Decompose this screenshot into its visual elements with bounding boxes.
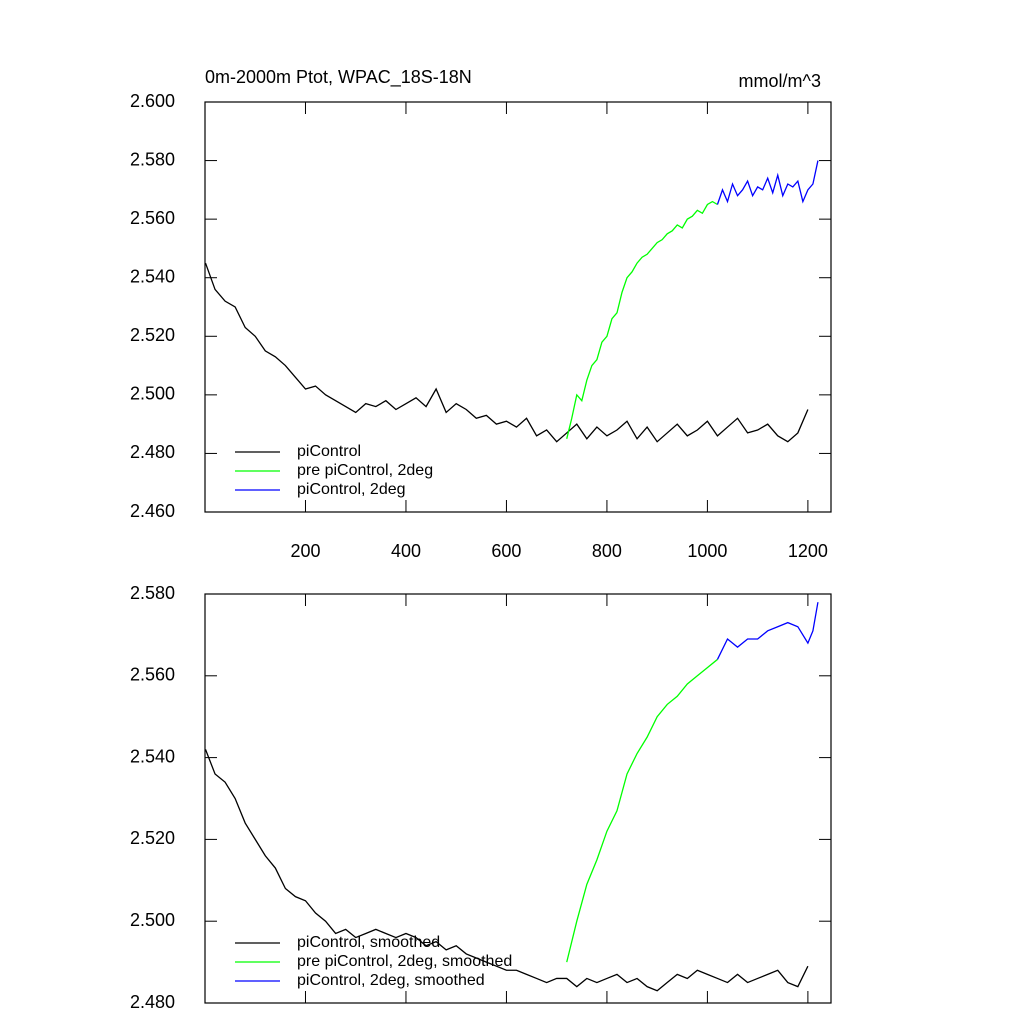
plot-frame	[204, 101, 832, 513]
y-tick-label: 2.540	[130, 266, 175, 286]
legend-label: piControl, 2deg	[297, 481, 406, 498]
legend-label: piControl, smoothed	[297, 934, 440, 951]
y-tick-label: 2.520	[130, 325, 175, 345]
y-tick-label: 2.560	[130, 665, 175, 685]
series-line	[716, 602, 819, 660]
units-label: mmol/m^3	[739, 71, 821, 91]
series-line	[204, 749, 809, 992]
x-tick-label: 600	[491, 541, 521, 561]
y-tick-label: 2.460	[130, 501, 175, 521]
series-line	[716, 160, 819, 205]
y-tick-label: 2.580	[130, 583, 175, 603]
series-line	[566, 658, 718, 963]
legend-label: piControl	[297, 443, 361, 460]
plot-frame	[204, 593, 832, 1004]
legend-label: pre piControl, 2deg, smoothed	[297, 953, 512, 970]
chart-title: 0m-2000m Ptot, WPAC_18S-18N	[205, 67, 472, 88]
y-tick-label: 2.500	[130, 384, 175, 404]
y-tick-label: 2.520	[130, 828, 175, 848]
y-tick-label: 2.580	[130, 149, 175, 169]
x-tick-label: 1000	[687, 541, 727, 561]
y-tick-label: 2.480	[130, 992, 175, 1012]
y-tick-label: 2.480	[130, 442, 175, 462]
x-tick-label: 800	[592, 541, 622, 561]
y-tick-label: 2.500	[130, 910, 175, 930]
x-tick-label: 1200	[788, 541, 828, 561]
legend-label: pre piControl, 2deg	[297, 462, 433, 479]
x-tick-label: 400	[391, 541, 421, 561]
legend-label: piControl, 2deg, smoothed	[297, 972, 485, 989]
series-line	[566, 200, 718, 439]
y-tick-label: 2.560	[130, 208, 175, 228]
y-tick-label: 2.600	[130, 91, 175, 111]
series-line	[204, 262, 809, 443]
x-tick-label: 200	[290, 541, 320, 561]
y-tick-label: 2.540	[130, 746, 175, 766]
